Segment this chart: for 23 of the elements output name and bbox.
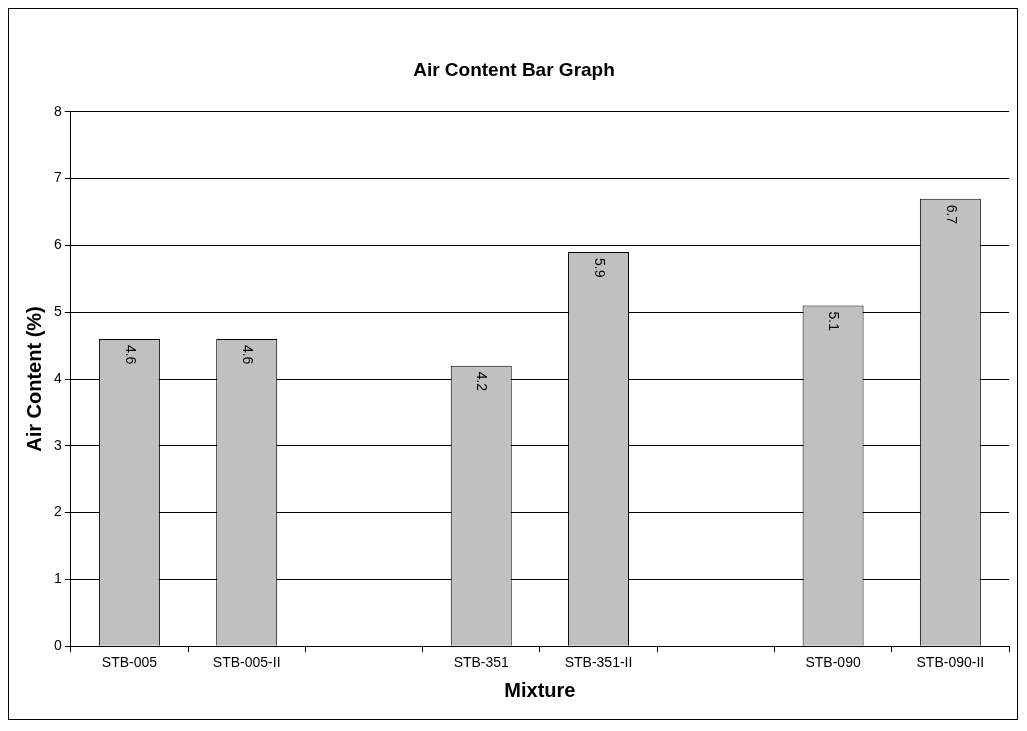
data-label: 5.1 [826,311,843,332]
y-tick-label: 7 [53,169,62,186]
data-label: 4.6 [122,344,139,365]
y-tick-label: 1 [53,570,62,587]
y-tick-label: 8 [53,102,62,119]
y-tick-label: 6 [53,236,62,253]
x-tick-label: STB-351 [453,654,510,671]
data-label: 5.9 [591,258,608,278]
x-tick-label: STB-090 [805,654,861,671]
chart-title: Air Content Bar Graph [413,58,615,80]
x-tick-label: STB-005-II [212,654,281,671]
x-tick-label: STB-090-II [916,654,985,671]
data-label: 4.6 [239,344,256,365]
y-tick-label: 5 [53,303,62,320]
y-tick-label: 3 [53,436,62,453]
y-axis-title: Air Content (%) [22,306,45,452]
y-tick-label: 4 [53,369,62,386]
data-label: 4.2 [474,371,491,392]
data-label: 6.7 [943,204,960,225]
x-tick-label: STB-351-II [564,654,633,671]
y-tick-label: 2 [53,503,62,520]
y-tick-label: 0 [53,637,62,654]
x-tick-label: STB-005 [101,654,158,671]
